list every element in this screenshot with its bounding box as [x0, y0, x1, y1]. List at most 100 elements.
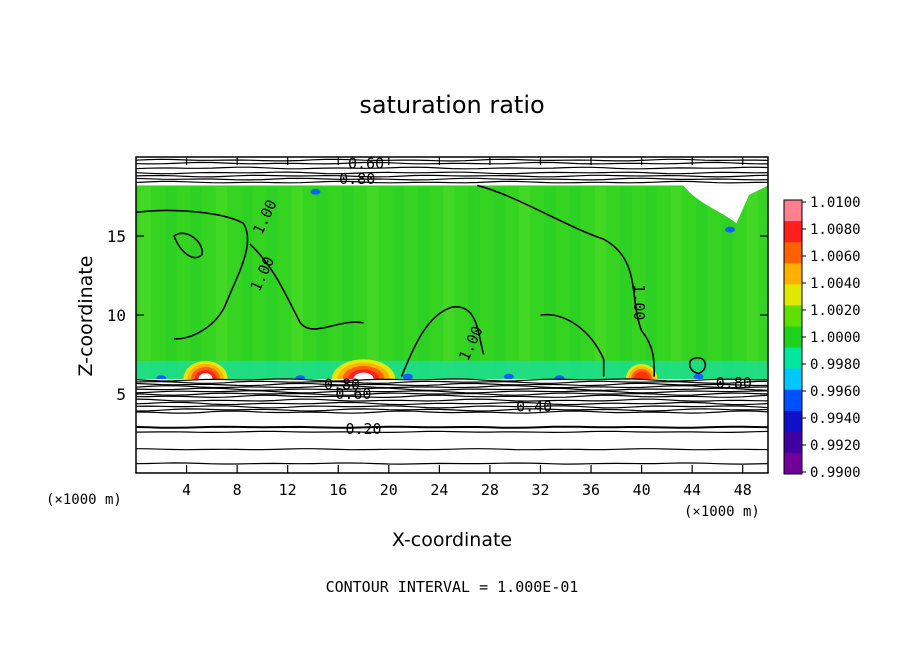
colorbar-tick-label: 0.9940 [810, 411, 861, 427]
contour-label: 1.00 [630, 284, 648, 320]
colorbar-tick-label: 1.0060 [810, 249, 861, 265]
contour-label: 0.40 [516, 398, 552, 416]
colorbar-tick-label: 1.0000 [810, 330, 861, 346]
y-tick-label: 5 [116, 385, 126, 404]
lower-contour-line [135, 390, 769, 394]
contour-1.00 [477, 184, 656, 377]
moisture-band [518, 187, 531, 379]
moisture-band [594, 187, 607, 379]
moisture-band [139, 187, 152, 379]
contour-1.00 [249, 243, 364, 330]
lower-contour-line [135, 425, 769, 429]
lower-contour-line [135, 384, 769, 389]
y-tick-label: 15 [107, 227, 126, 246]
colorbar-swatch [784, 284, 802, 306]
x-tick-label: 36 [582, 481, 600, 499]
x-tick-label: 24 [430, 481, 448, 499]
colorbar-swatch [784, 452, 802, 475]
lower-contour-line [135, 462, 769, 465]
colorbar-tick-label: 1.0020 [810, 303, 861, 319]
moisture-band [266, 187, 278, 379]
colorbar-swatch [784, 221, 802, 243]
colorbar-swatch [784, 431, 802, 454]
colorbar-swatch [784, 347, 802, 370]
contour-interval-footer: CONTOUR INTERVAL = 1.000E-01 [326, 578, 579, 596]
moisture-band [240, 187, 253, 379]
lower-contour-line [135, 401, 769, 406]
moisture-band [215, 187, 228, 379]
x-unit-label-left: (×1000 m) [46, 492, 122, 508]
x-tick-label: 8 [233, 481, 242, 499]
colorbar-tick-label: 0.9920 [810, 438, 861, 454]
svg-text:1.00: 1.00 [630, 284, 648, 320]
moisture-band [746, 187, 758, 379]
moisture-band [342, 187, 354, 379]
lower-contour-line [135, 392, 769, 396]
lower-contour-line [135, 408, 769, 412]
dry-fleck [310, 188, 321, 195]
contour-label: 0.20 [345, 420, 381, 438]
colorbar-swatch [784, 263, 802, 285]
colorbar-tick-label: 0.9980 [810, 357, 861, 373]
upper-contour-line [135, 174, 769, 178]
upper-contour-line [135, 158, 769, 162]
lower-fringe [136, 360, 768, 380]
moisture-band [417, 187, 430, 379]
colorbar-tick-label: 1.0040 [810, 276, 861, 292]
lower-contour-line [135, 448, 769, 451]
colorbar-swatch [784, 326, 802, 349]
colorbar-swatch [784, 368, 802, 391]
moisture-band [190, 187, 202, 379]
lower-contour-line [135, 405, 769, 409]
colorbar-swatch [784, 410, 802, 433]
lower-contour-line [135, 382, 769, 387]
contour-label: 0.60 [348, 154, 384, 172]
y-tick-label: 10 [107, 306, 126, 325]
lower-contour-line [135, 410, 769, 414]
moisture-band [569, 187, 581, 379]
dry-fleck [402, 373, 413, 380]
x-unit-label-right: (×1000 m) [684, 504, 760, 520]
x-tick-label: 28 [481, 481, 499, 499]
svg-text:0.80: 0.80 [716, 374, 752, 392]
moist-layer [136, 183, 768, 380]
x-tick-label: 48 [734, 481, 752, 499]
svg-text:0.40: 0.40 [516, 398, 552, 416]
x-tick-label: 20 [380, 481, 398, 499]
moisture-band [468, 187, 480, 379]
moisture-band [392, 187, 404, 379]
y-axis-label: Z-coordinate [75, 256, 97, 377]
moisture-band [291, 187, 303, 379]
dry-fleck [725, 226, 736, 233]
moisture-band [620, 187, 632, 379]
colorbar-swatch [784, 305, 802, 327]
moisture-band [695, 187, 708, 379]
dry-fleck [503, 373, 514, 380]
colorbar-tick-label: 1.0100 [810, 195, 861, 211]
moisture-band [670, 187, 683, 379]
upper-contour-line [135, 177, 769, 181]
x-tick-label: 44 [683, 481, 701, 499]
moisture-band [721, 187, 733, 379]
colorbar-swatch [784, 200, 802, 222]
upper-contour-line [135, 161, 769, 165]
colorbar-tick-label: 0.9900 [810, 465, 861, 481]
upper-contour-line [135, 180, 769, 184]
lower-contour-line [135, 430, 769, 434]
moisture-band [165, 187, 177, 379]
colorbar: 1.0100 1.0080 1.0060 1.0040 1.0020 1.0000 0.99… [783, 195, 861, 481]
moisture-band [367, 187, 379, 379]
x-tick-label: 4 [182, 481, 191, 499]
upper-contour-line [135, 171, 769, 175]
colorbar-swatch [784, 389, 802, 412]
colorbar-tick-label: 1.0080 [810, 222, 861, 238]
lower-contour-line [135, 380, 769, 385]
x-tick-label: 16 [329, 481, 347, 499]
contour-1.00 [688, 357, 707, 375]
svg-text:0.80: 0.80 [324, 376, 360, 394]
colorbar-swatch [784, 242, 802, 264]
svg-text:0.60: 0.60 [335, 385, 371, 403]
contour-label: 0.80 [716, 374, 752, 392]
lower-contour-line [135, 394, 769, 399]
upper-contour-line [135, 166, 769, 170]
